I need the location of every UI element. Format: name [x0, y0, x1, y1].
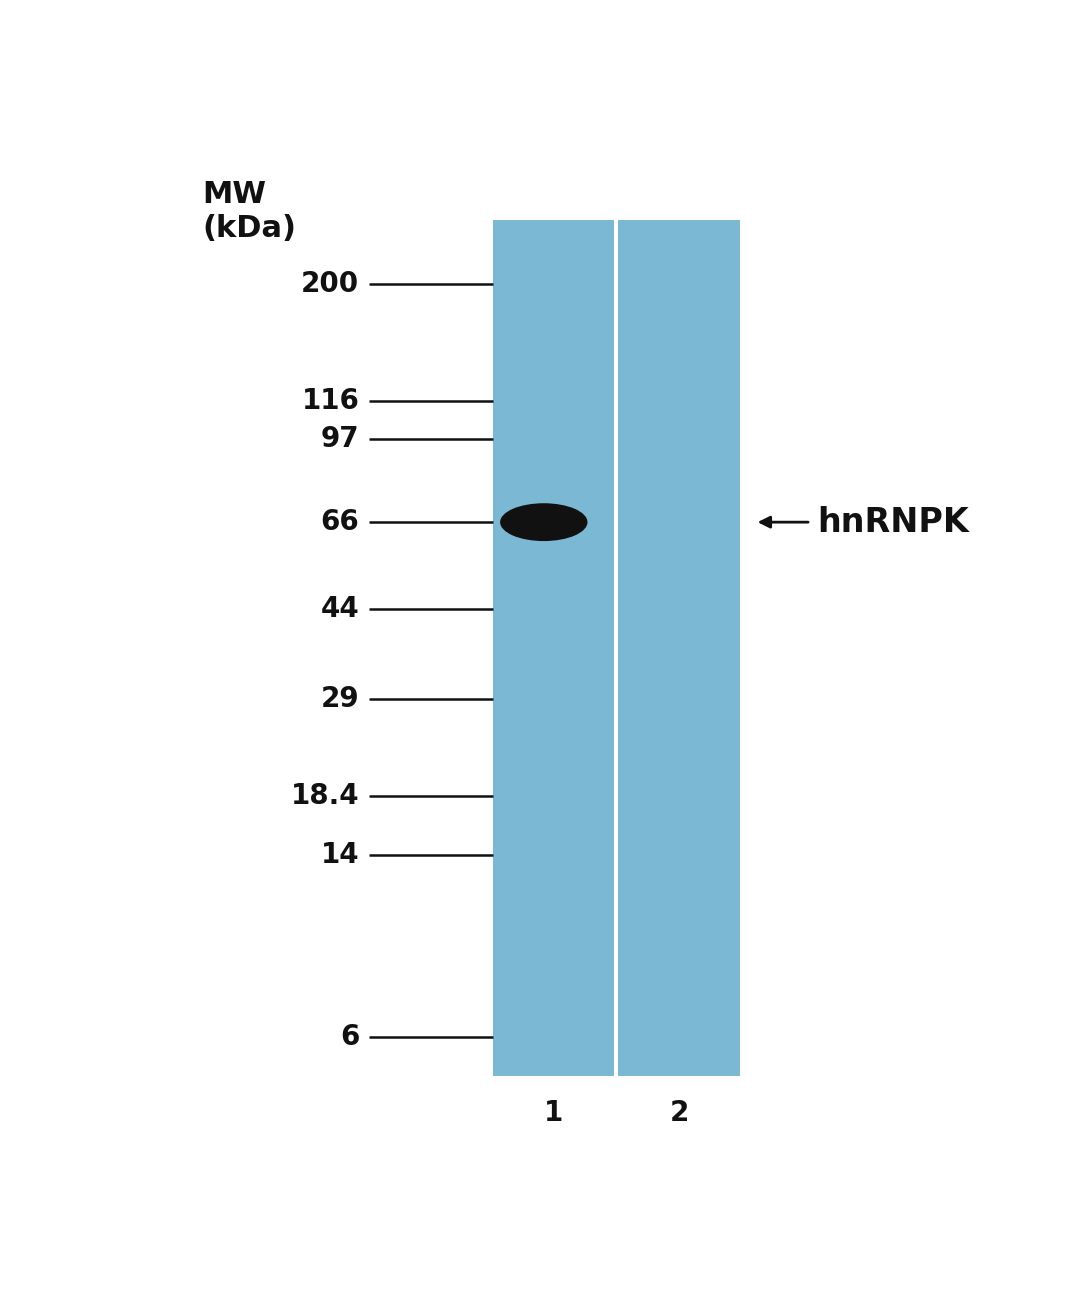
Text: 18.4: 18.4: [291, 782, 360, 811]
Text: 66: 66: [321, 508, 360, 537]
Bar: [619, 220, 740, 1076]
Text: 29: 29: [321, 685, 360, 712]
Text: 116: 116: [301, 387, 360, 415]
Text: 6: 6: [340, 1023, 360, 1051]
Text: 97: 97: [321, 425, 360, 454]
Text: 1: 1: [544, 1099, 563, 1127]
Text: 200: 200: [301, 270, 360, 299]
Text: 44: 44: [321, 595, 360, 623]
Text: 2: 2: [670, 1099, 689, 1127]
Ellipse shape: [500, 503, 588, 540]
Text: MW
(kDa): MW (kDa): [202, 180, 296, 243]
Text: hnRNPK: hnRNPK: [818, 506, 970, 539]
Text: 14: 14: [321, 840, 360, 869]
Bar: [492, 220, 615, 1076]
